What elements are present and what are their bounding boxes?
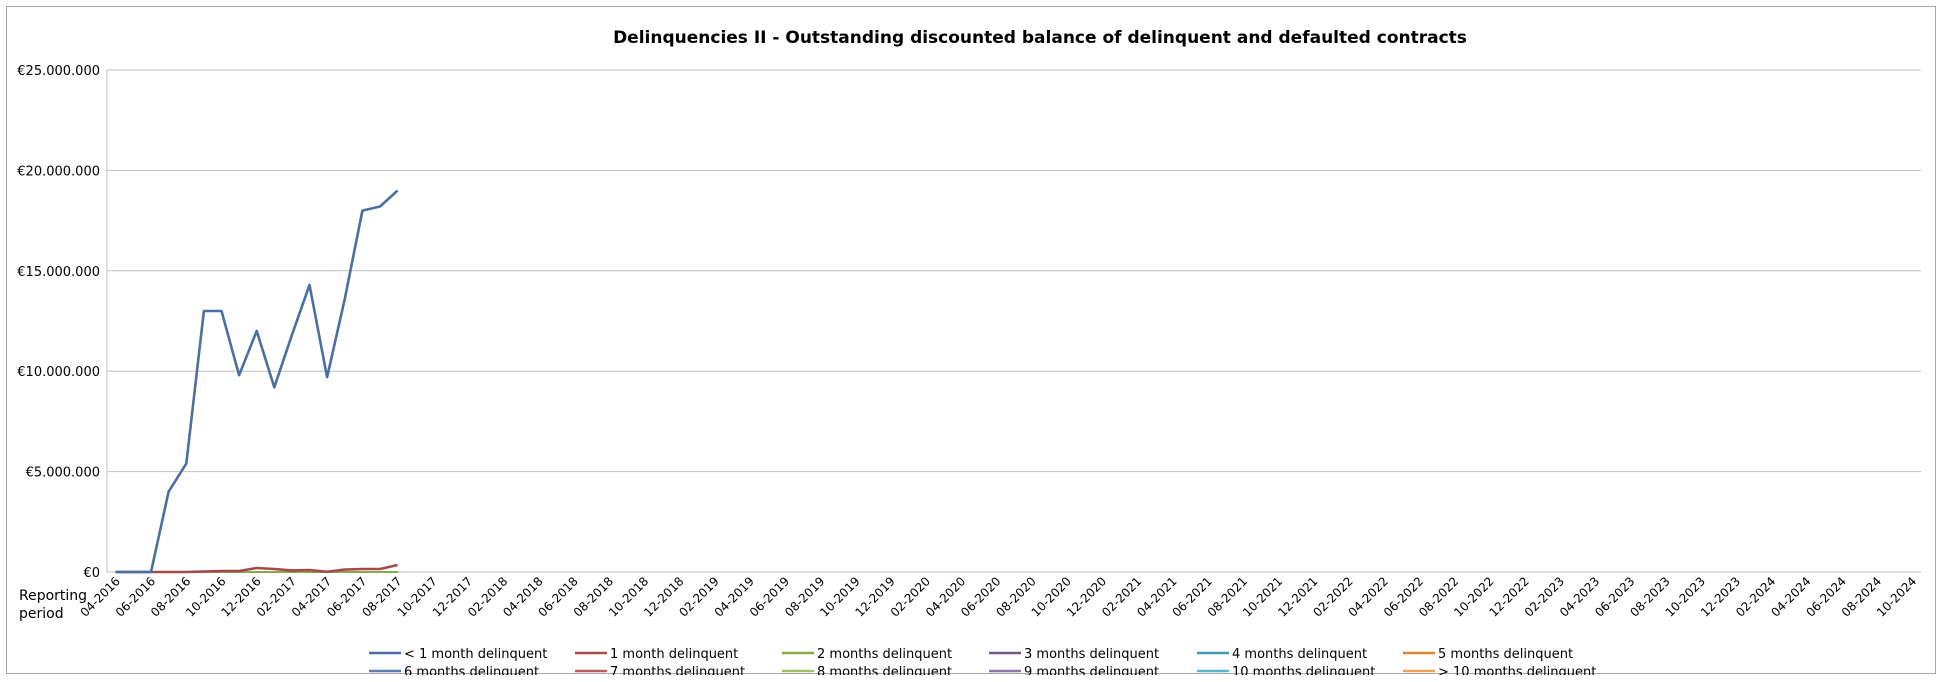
chart-title: Delinquencies II - Outstanding discounte…: [613, 28, 1467, 48]
legend-label: 4 months delinquent: [1232, 647, 1367, 662]
line-chart: Delinquencies II - Outstanding discounte…: [17, 28, 1921, 675]
x-axis-label-line-1: Reporting: [19, 588, 87, 604]
x-axis-label-line-2: period: [19, 606, 64, 622]
legend-label: 6 months delinquent: [404, 665, 539, 675]
gridlines: [106, 69, 1921, 573]
series-lines: [115, 189, 399, 574]
y-axis-ticks: €0 €5.000.000 €10.000.000 €15.000.000 €20.00…: [17, 64, 100, 581]
legend-label: 5 months delinquent: [1438, 647, 1573, 662]
y-tick-label: €10.000.000: [17, 365, 100, 380]
series-line-0: [115, 189, 399, 574]
y-tick-label: €15.000.000: [17, 265, 100, 280]
legend-label: < 1 month delinquent: [404, 647, 547, 662]
legend-label: 1 month delinquent: [610, 647, 738, 662]
y-tick-label: €0: [83, 566, 100, 581]
legend-label: 8 months delinquent: [817, 665, 952, 675]
x-axis-label: Reporting period: [19, 588, 92, 622]
y-tick-label: €25.000.000: [17, 64, 100, 79]
legend-label: 10 months delinquent: [1232, 665, 1375, 675]
legend-label: > 10 months delinquent: [1438, 665, 1596, 675]
legend-label: 2 months delinquent: [817, 647, 952, 662]
legend: < 1 month delinquent 1 month delinquent 2 …: [369, 647, 1596, 675]
legend-label: 7 months delinquent: [610, 665, 745, 675]
series-line-1: [115, 563, 398, 574]
y-tick-label: €20.000.000: [17, 164, 100, 179]
chart-frame: Delinquencies II - Outstanding discounte…: [6, 6, 1936, 675]
y-tick-label: €5.000.000: [26, 466, 100, 481]
x-axis-ticks: 04-201606-201608-201610-201612-201602-20…: [78, 574, 1920, 619]
legend-label: 3 months delinquent: [1024, 647, 1159, 662]
legend-label: 9 months delinquent: [1024, 665, 1159, 675]
